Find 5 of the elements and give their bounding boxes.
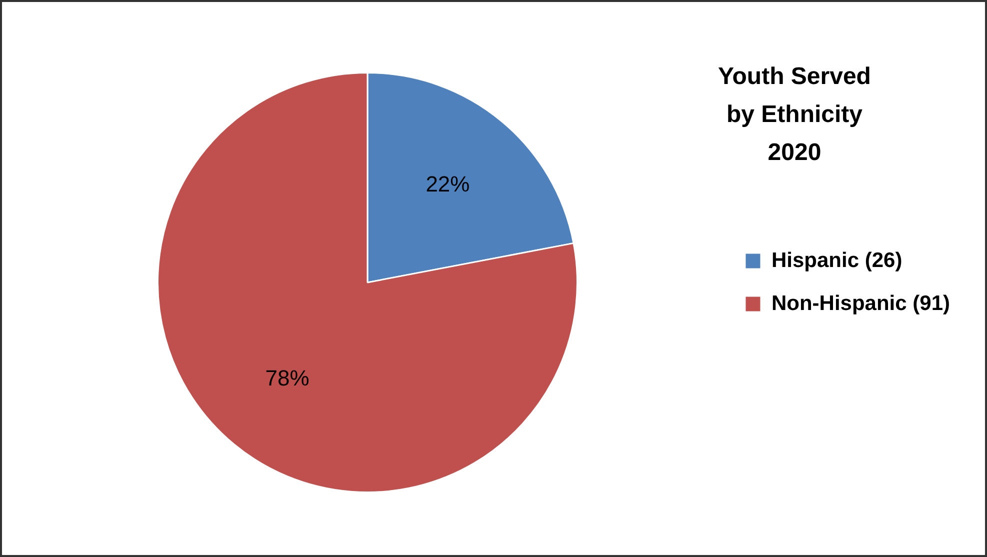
legend-label: Hispanic (26) [771,248,902,272]
text: Youth Served by Ethnicity 2020 [717,62,872,168]
legend-label: Non-Hispanic (91) [771,292,950,315]
data-label: 78% [265,366,310,391]
data-label: 22% [426,172,470,197]
